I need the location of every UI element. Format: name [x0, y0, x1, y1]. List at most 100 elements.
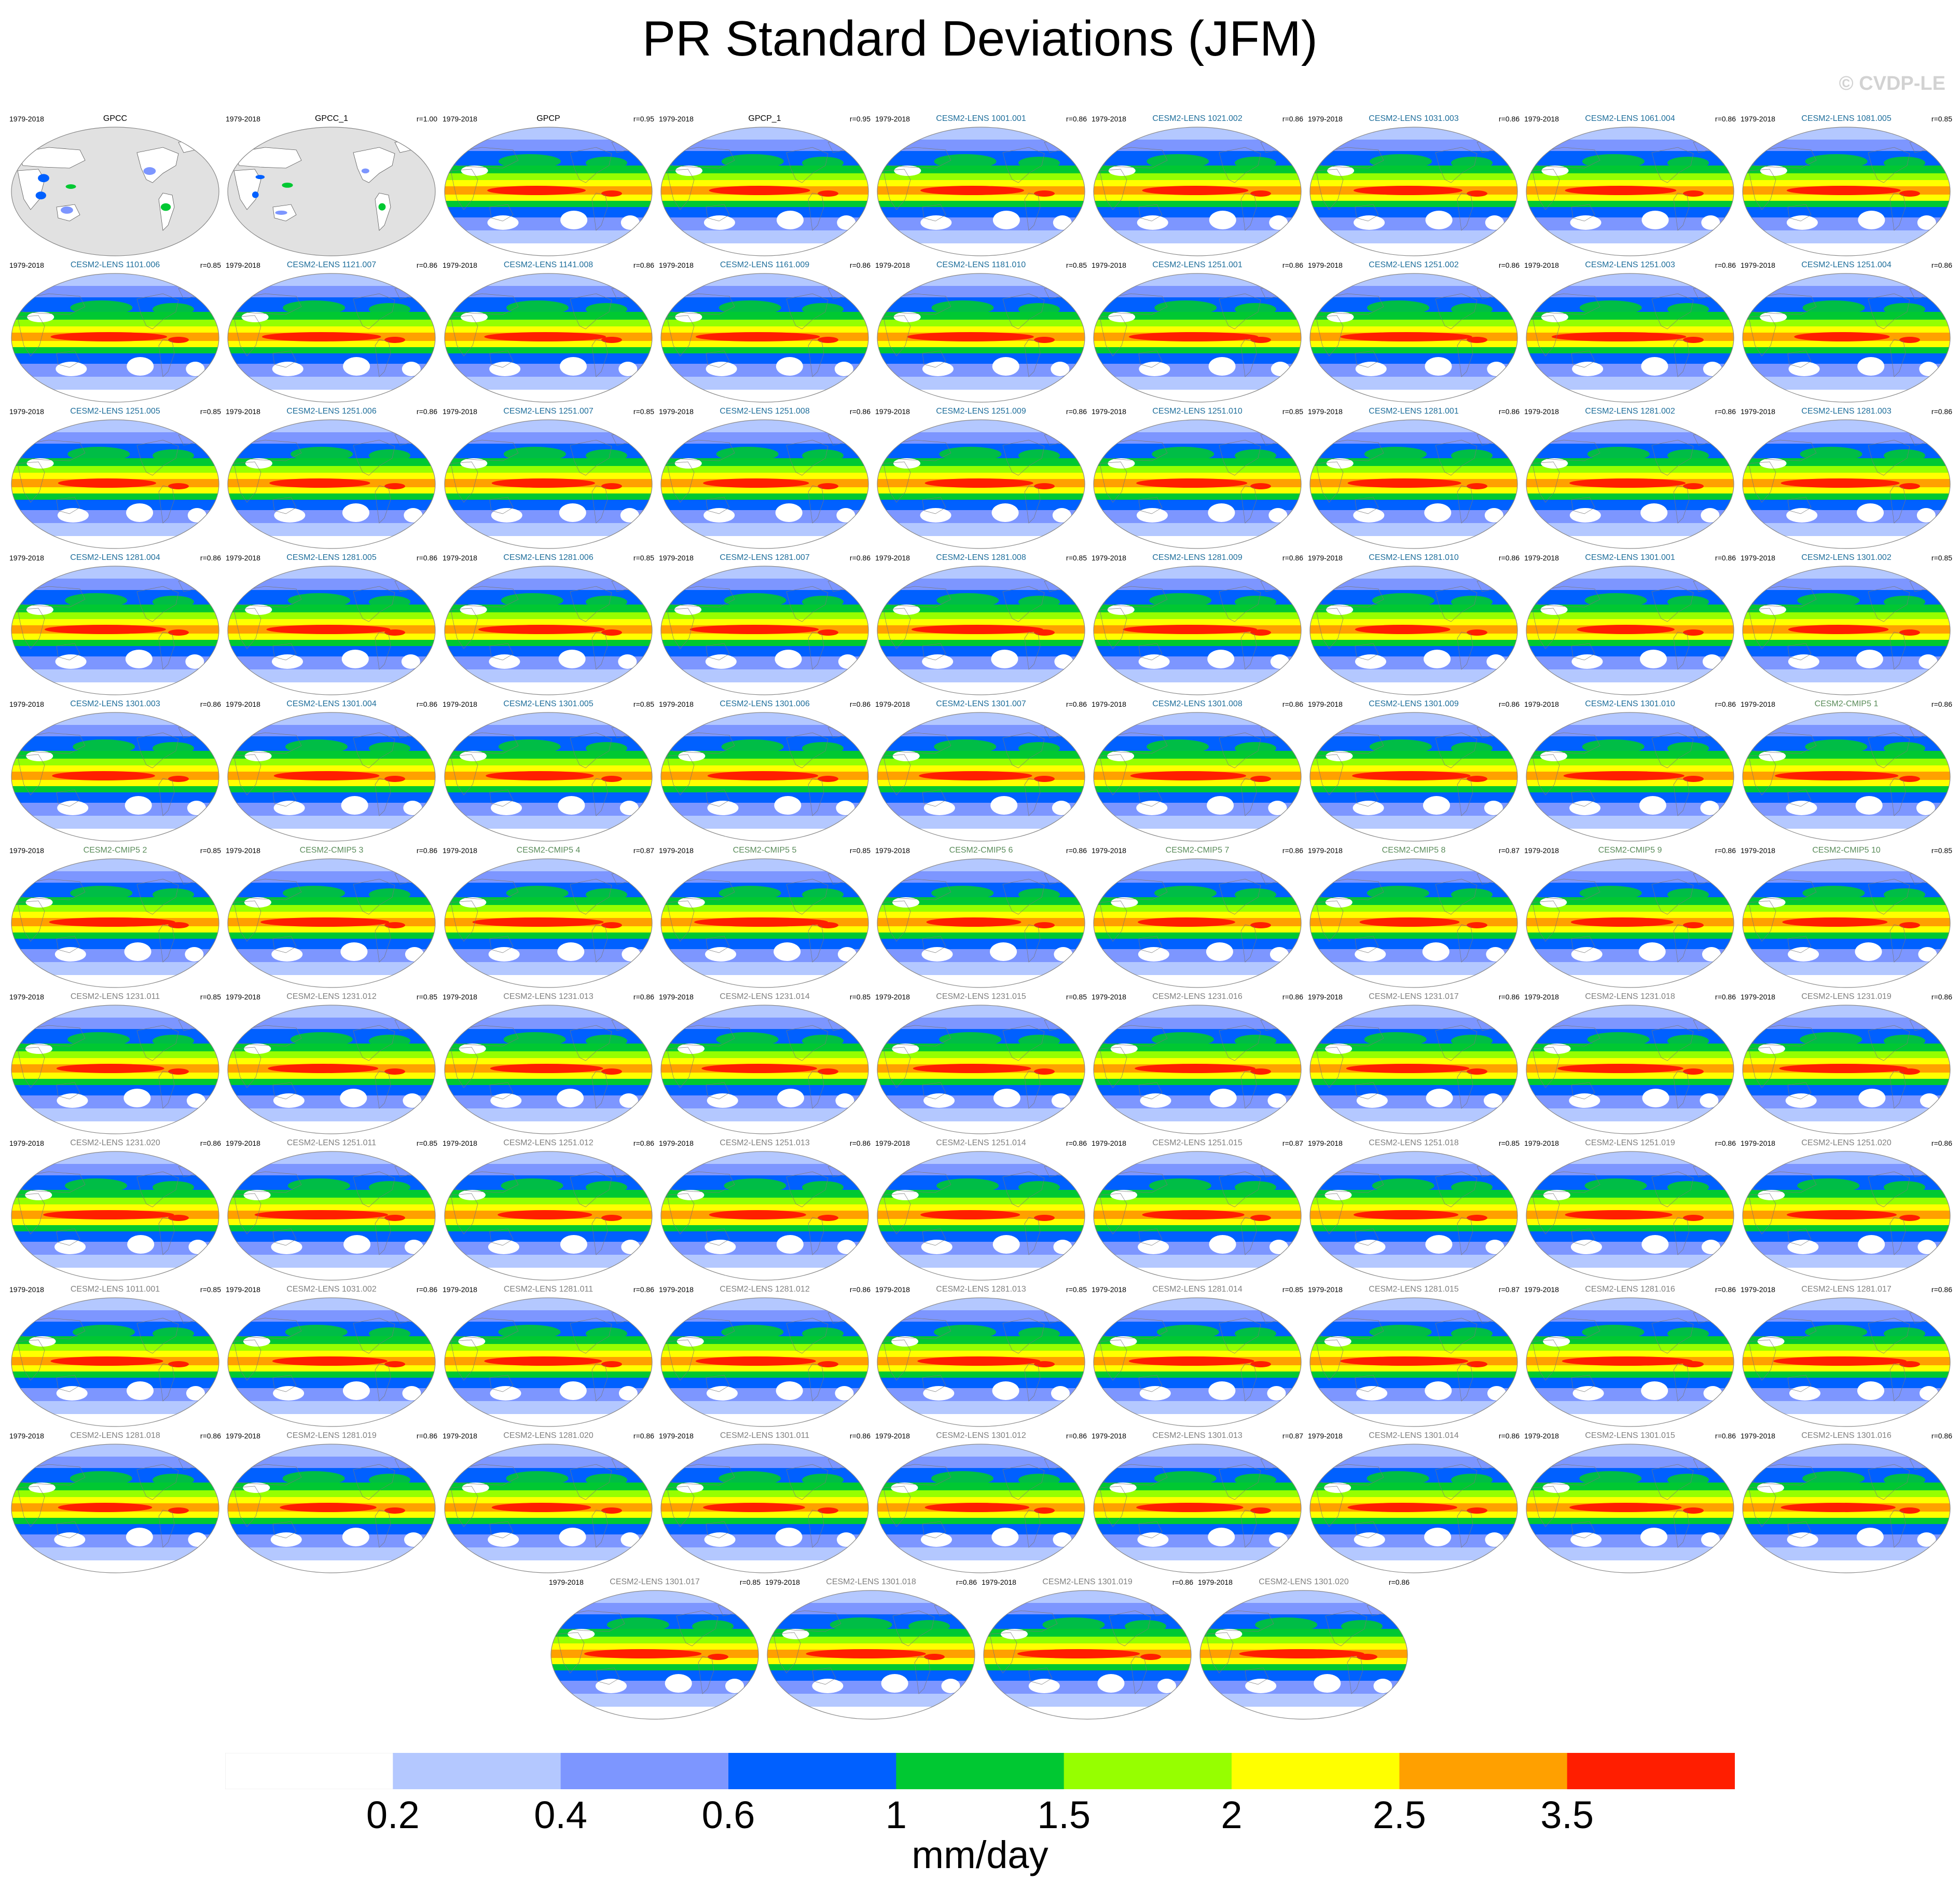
map-panel: CESM2-LENS 1061.004 1979-2018 r=0.86 [1522, 114, 1738, 262]
dry-region [1140, 1093, 1171, 1108]
precip-band [12, 932, 218, 939]
map-panel: CESM2-LENS 1281.018 1979-2018 r=0.86 [7, 1431, 223, 1579]
dry-region [341, 796, 368, 815]
precip-band [1526, 780, 1734, 786]
precip-core [268, 1064, 379, 1073]
precip-band [661, 1512, 868, 1518]
dry-region [893, 605, 920, 615]
coastline [56, 643, 80, 661]
coastline [808, 632, 824, 670]
coastline [570, 440, 612, 476]
map-panel: CESM2-LENS 1251.002 1979-2018 r=0.86 [1306, 260, 1522, 408]
precip-band [879, 905, 1083, 912]
precip-band [1744, 1490, 1949, 1497]
precip-band [684, 140, 846, 151]
precip-core [1017, 1649, 1140, 1658]
dry-region [1051, 362, 1070, 376]
panel-period: 1979-2018 [659, 993, 694, 1001]
precip-band [703, 1560, 826, 1573]
map-field [228, 566, 435, 695]
precip-band [270, 859, 393, 871]
precip-band [446, 201, 651, 207]
precip-band [229, 1198, 434, 1204]
precip-band [1743, 1204, 1950, 1211]
panel-correlation: r=0.86 [200, 700, 221, 708]
dry-region [941, 1679, 960, 1693]
coastline [1099, 440, 1168, 461]
panel-period: 1979-2018 [443, 1139, 477, 1147]
panel-period: 1979-2018 [443, 554, 477, 562]
precip-blob [153, 596, 194, 608]
precip-band [919, 566, 1043, 579]
map-field [1526, 712, 1734, 841]
coastline [1787, 350, 1812, 368]
precip-band [1526, 765, 1734, 772]
map-plot [660, 1444, 869, 1573]
dry-region [665, 1674, 692, 1693]
precip-band [1319, 510, 1509, 523]
map-panel: CESM2-LENS 1301.004 1979-2018 r=0.86 [224, 699, 439, 847]
panel-title: CESM2-LENS 1281.003 [1801, 407, 1892, 416]
precip-band [1094, 473, 1301, 479]
coastline [808, 1217, 824, 1255]
precip-band [877, 765, 1085, 772]
precip-band [1743, 326, 1950, 333]
map-field [1526, 1298, 1734, 1426]
panel-correlation: r=0.86 [1282, 115, 1303, 123]
precip-band [446, 493, 651, 500]
precip-core [384, 1215, 405, 1221]
panel-correlation: r=0.85 [1066, 1285, 1087, 1294]
dry-region [1540, 897, 1567, 908]
coastline [591, 632, 608, 670]
precip-band [229, 1344, 434, 1351]
coastline [1889, 632, 1906, 670]
precip-blob [1579, 300, 1642, 315]
map-field [11, 859, 219, 987]
precip-band [445, 765, 652, 772]
map-plot [1526, 1444, 1734, 1573]
map-border [877, 566, 1085, 695]
precip-band [900, 1164, 1062, 1175]
panel-period: 1979-2018 [226, 993, 260, 1001]
precip-band [467, 140, 629, 151]
coastline [1532, 754, 1560, 795]
watermark: © CVDP-LE [1839, 73, 1945, 94]
map-plot [11, 1151, 219, 1281]
dry-region [1641, 357, 1668, 376]
precip-core [703, 478, 809, 488]
map-plot [1309, 273, 1518, 403]
dry-region [1355, 362, 1387, 376]
map-plot [227, 1444, 436, 1573]
coastline [17, 440, 86, 461]
precip-blob [1579, 886, 1642, 900]
map-border [877, 1444, 1085, 1573]
precip-band [1743, 926, 1950, 932]
map-panel: CESM2-LENS 1281.005 1979-2018 r=0.86 [224, 553, 439, 701]
panel-correlation: r=0.86 [849, 700, 871, 708]
precip-band [249, 1255, 415, 1268]
precip-band [270, 1151, 393, 1164]
precip-band [446, 612, 651, 619]
map-panel: CESM2-LENS 1231.019 1979-2018 r=0.86 [1738, 992, 1954, 1140]
precip-band [919, 243, 1043, 256]
precip-band [877, 1497, 1085, 1503]
dry-region [777, 1089, 804, 1107]
precip-band [1310, 326, 1517, 333]
precip-band [879, 466, 1083, 473]
map-border [227, 566, 436, 695]
colorbar-units-label: mm/day [912, 1833, 1048, 1876]
dry-region [404, 508, 423, 523]
dry-region [488, 947, 520, 962]
precip-blob [934, 739, 997, 754]
dry-region [1487, 1386, 1506, 1401]
precip-core [1250, 629, 1271, 636]
precip-core [1557, 1064, 1683, 1073]
map-field [661, 420, 868, 548]
precip-band [1529, 353, 1731, 364]
map-border [1742, 1005, 1951, 1134]
precip-core [1569, 1503, 1682, 1512]
panel-period: 1979-2018 [226, 700, 260, 708]
precip-band [1114, 1547, 1280, 1560]
precip-blob [369, 1327, 410, 1340]
precip-band [1751, 1095, 1941, 1108]
